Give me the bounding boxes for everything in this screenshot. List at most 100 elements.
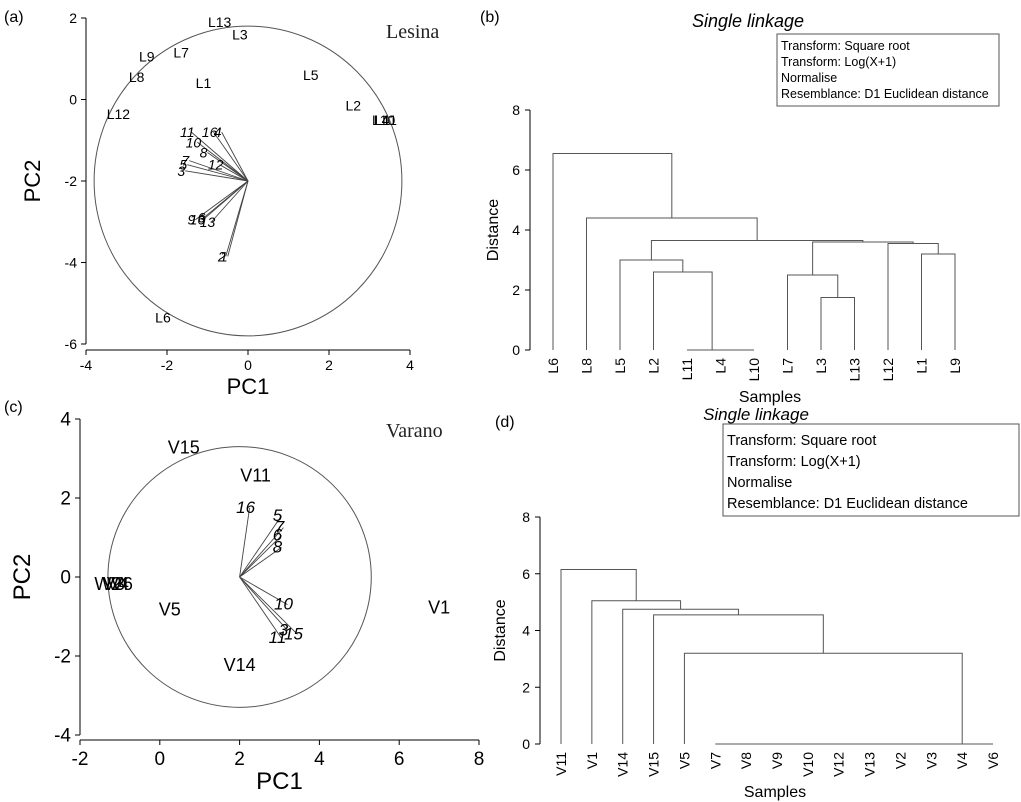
variable-vector	[239, 547, 282, 578]
variable-vector-label: 11	[180, 124, 195, 140]
variable-vector	[239, 576, 298, 635]
dendrogram-link	[619, 259, 684, 350]
chart-title: Single linkage	[692, 11, 804, 31]
correlation-circle	[107, 446, 372, 708]
leaf-label: V11	[553, 752, 569, 776]
sample-point-label: L3	[232, 26, 248, 42]
legend-entry: Transform: Log(X+1)	[727, 454, 861, 470]
variable-vector	[205, 180, 249, 219]
dendrogram-link	[586, 217, 758, 350]
dendrogram-link	[560, 568, 637, 744]
x-tick-label: -2	[72, 749, 89, 770]
variable-vector-label: 2	[217, 248, 226, 264]
variable-vector	[187, 164, 249, 182]
sample-point-label: L4	[374, 112, 390, 128]
y-tick-label: 0	[60, 568, 71, 589]
legend-entry: Normalise	[781, 71, 837, 85]
y-tick-label: 2	[69, 10, 77, 26]
sample-point-label: L7	[173, 45, 189, 61]
variable-vector	[239, 576, 288, 606]
y-tick-label: 6	[512, 162, 520, 178]
variable-vector	[239, 515, 282, 578]
variable-vector-label: 11	[269, 628, 287, 647]
variable-vector-label: 6	[273, 526, 283, 545]
variable-vector	[195, 180, 249, 221]
dendrogram-link	[921, 253, 956, 350]
variable-vector-label: 1	[220, 248, 228, 264]
x-axis-title: Samples	[739, 389, 801, 406]
leaf-label: L3	[813, 358, 829, 374]
leaf-label: L11	[679, 358, 695, 381]
leaf-label: V9	[769, 752, 785, 769]
leaf-label: V3	[923, 752, 939, 769]
dendrogram-link	[552, 153, 673, 350]
variable-vector-label: 3	[177, 163, 185, 179]
leaf-label: V10	[800, 752, 816, 777]
leaf-label: L10	[746, 358, 762, 382]
chart-title: Single linkage	[703, 405, 809, 424]
dendrogram-link	[650, 240, 864, 260]
y-tick-label: 0	[522, 736, 530, 752]
sample-point-label: V6	[111, 574, 133, 594]
y-tick-label: -4	[65, 254, 78, 270]
legend-entry: Resemblance: D1 Euclidean distance	[727, 496, 968, 512]
sample-point-label: L5	[303, 67, 319, 83]
variable-vector	[239, 576, 282, 639]
y-tick-label: 8	[512, 102, 520, 118]
leaf-label: V15	[646, 752, 662, 777]
legend-entry: Transform: Square root	[781, 39, 910, 53]
variable-vector	[239, 527, 284, 578]
variable-vector-label: 12	[208, 157, 224, 173]
dendrogram-link	[653, 271, 713, 350]
x-tick-label: 4	[314, 749, 325, 770]
leaf-label: V7	[707, 752, 723, 769]
x-axis-title: PC1	[227, 374, 270, 399]
panel-a-label: (a)	[4, 9, 24, 26]
dendrogram-link	[820, 297, 855, 350]
x-axis-title: Samples	[744, 784, 806, 801]
variable-vector	[239, 507, 251, 578]
y-tick-label: -2	[54, 647, 71, 668]
y-tick-label: 0	[512, 342, 520, 358]
variable-vector	[211, 180, 249, 223]
variable-vector-label: 16	[202, 124, 218, 140]
dendrogram-link	[622, 608, 739, 744]
leaf-label: V6	[985, 752, 1001, 769]
y-axis-title: PC2	[20, 160, 45, 203]
y-axis-title: PC2	[9, 554, 36, 601]
legend-entry: Transform: Log(X+1)	[781, 55, 896, 69]
variable-vector-label: 10	[274, 595, 293, 614]
x-tick-label: 8	[474, 749, 485, 770]
dendrogram-lesina: Single linkage Transform: Square root Tran…	[485, 11, 1000, 406]
sample-point-label: L8	[129, 69, 145, 85]
variable-vector-label: 8	[200, 144, 208, 160]
leaf-label: V2	[892, 752, 908, 769]
leaf-label: V1	[584, 752, 600, 769]
variable-vector	[213, 131, 249, 182]
y-tick-label: -4	[54, 726, 71, 747]
y-tick-label: 4	[522, 623, 530, 639]
dendrogram-link	[887, 243, 939, 350]
y-tick-label: 0	[69, 91, 77, 107]
leaf-label: V8	[738, 752, 754, 769]
y-axis-title: Distance	[492, 599, 509, 661]
y-tick-label: -2	[65, 173, 78, 189]
method-legend-box	[722, 423, 1020, 517]
leaf-label: V12	[831, 752, 847, 777]
variable-vector-label: 10	[186, 134, 202, 150]
y-tick-label: 4	[60, 410, 71, 431]
variable-vector-label: 15	[284, 624, 303, 643]
sample-point-label: V11	[240, 465, 271, 485]
y-tick-label: 6	[522, 566, 530, 582]
sample-point-label: V3	[103, 574, 125, 594]
panel-c-label: (c)	[4, 399, 23, 416]
variable-vector	[207, 152, 249, 182]
dendrogram-link	[591, 600, 682, 744]
variable-vector	[191, 131, 249, 182]
leaf-label: L6	[545, 358, 561, 374]
x-tick-label: -2	[161, 357, 174, 373]
variable-vector-label: 13	[200, 214, 216, 230]
variable-vector-label: 6	[198, 210, 206, 226]
correlation-circle	[93, 25, 403, 337]
